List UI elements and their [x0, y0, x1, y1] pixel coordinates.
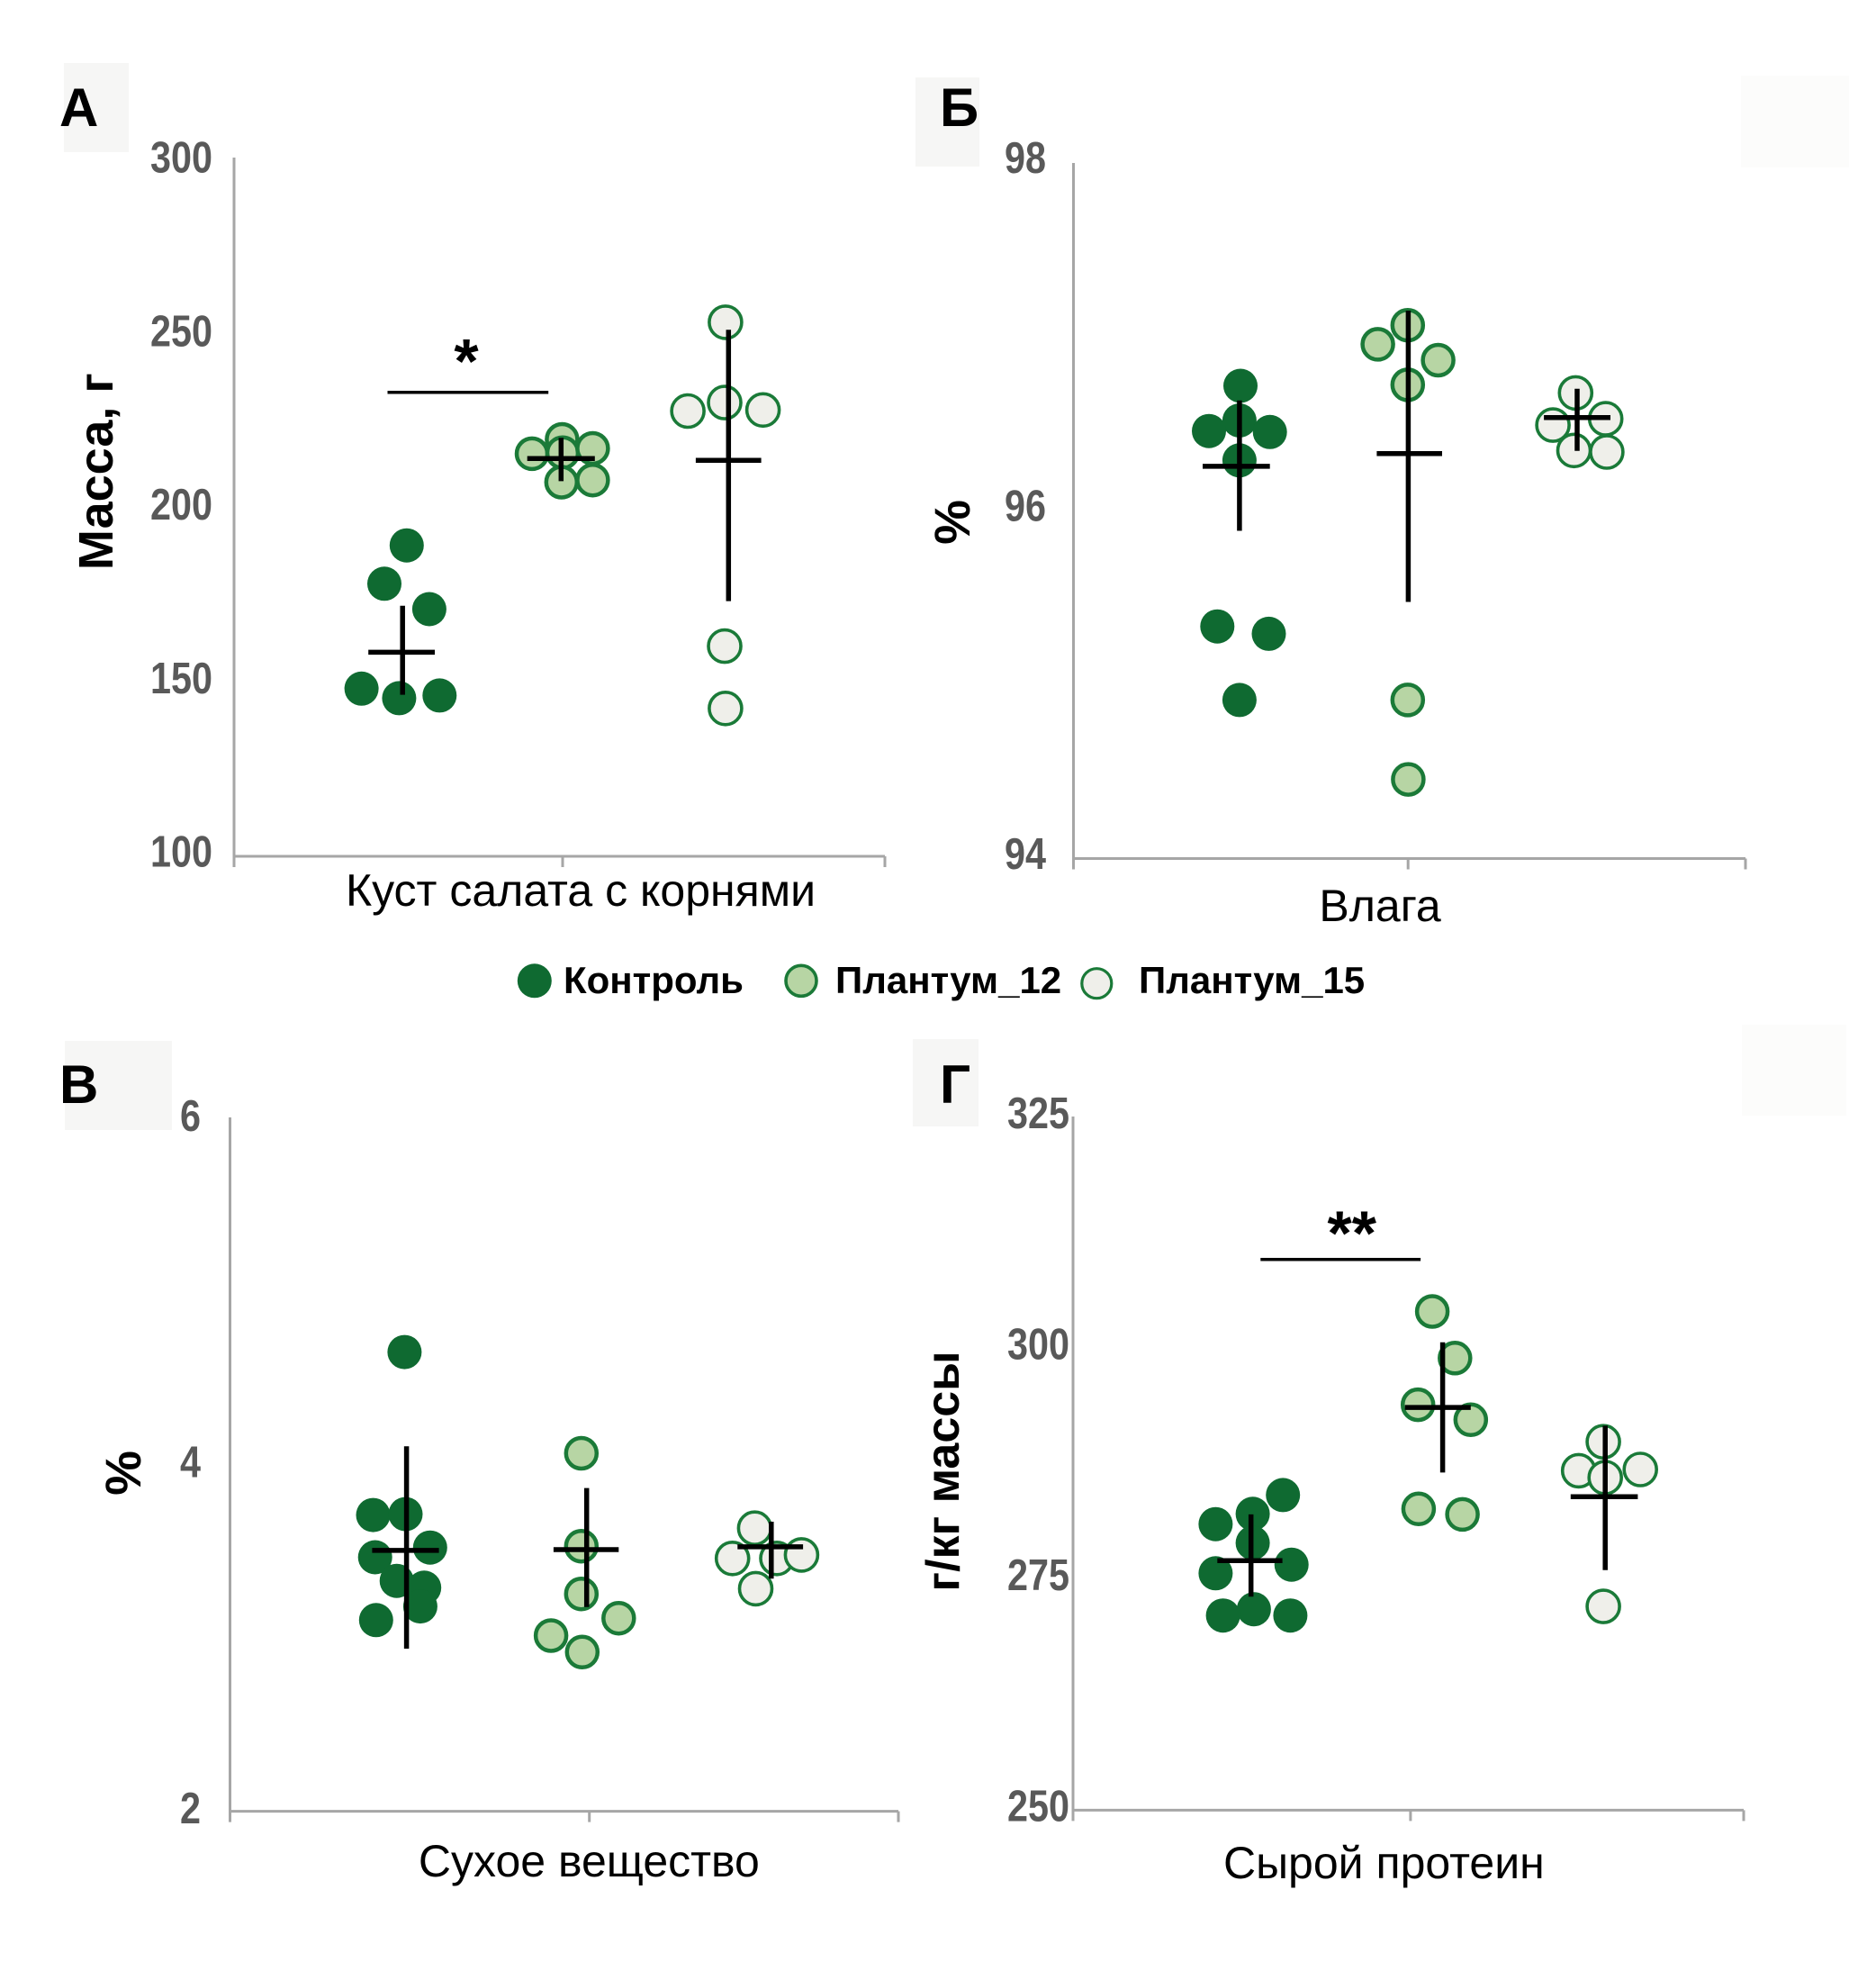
svg-text:%: % [95, 1451, 151, 1496]
svg-text:г/кг массы: г/кг массы [917, 1351, 970, 1591]
svg-text:250: 250 [1007, 1783, 1069, 1831]
svg-text:Плантум_15: Плантум_15 [1139, 959, 1365, 1001]
svg-text:**: ** [1327, 1198, 1376, 1268]
svg-text:300: 300 [1007, 1321, 1069, 1370]
svg-text:%: % [924, 500, 980, 545]
svg-text:300: 300 [150, 134, 212, 183]
svg-text:Куст салата с корнями: Куст салата с корнями [346, 865, 816, 916]
svg-text:Сухое вещество: Сухое вещество [419, 1836, 760, 1886]
svg-text:*: * [454, 326, 479, 396]
svg-text:2: 2 [180, 1785, 201, 1833]
svg-text:Масса, г: Масса, г [69, 373, 123, 570]
svg-text:Плантум_12: Плантум_12 [835, 959, 1061, 1001]
svg-text:Контроль: Контроль [564, 959, 744, 1001]
svg-text:150: 150 [150, 655, 212, 703]
svg-text:4: 4 [180, 1439, 201, 1487]
svg-text:6: 6 [180, 1092, 201, 1141]
svg-text:325: 325 [1007, 1089, 1069, 1138]
svg-text:275: 275 [1007, 1551, 1069, 1600]
svg-text:В: В [59, 1054, 98, 1115]
svg-text:98: 98 [1005, 134, 1046, 183]
svg-text:А: А [59, 77, 98, 138]
svg-text:94: 94 [1005, 830, 1046, 879]
svg-text:Влага: Влага [1319, 881, 1440, 931]
svg-text:Г: Г [940, 1054, 970, 1115]
svg-text:Б: Б [940, 77, 979, 138]
svg-text:200: 200 [150, 481, 212, 529]
svg-text:Сырой протеин: Сырой протеин [1223, 1838, 1545, 1888]
svg-text:250: 250 [150, 307, 212, 356]
svg-text:100: 100 [150, 828, 212, 877]
svg-text:96: 96 [1005, 483, 1046, 531]
